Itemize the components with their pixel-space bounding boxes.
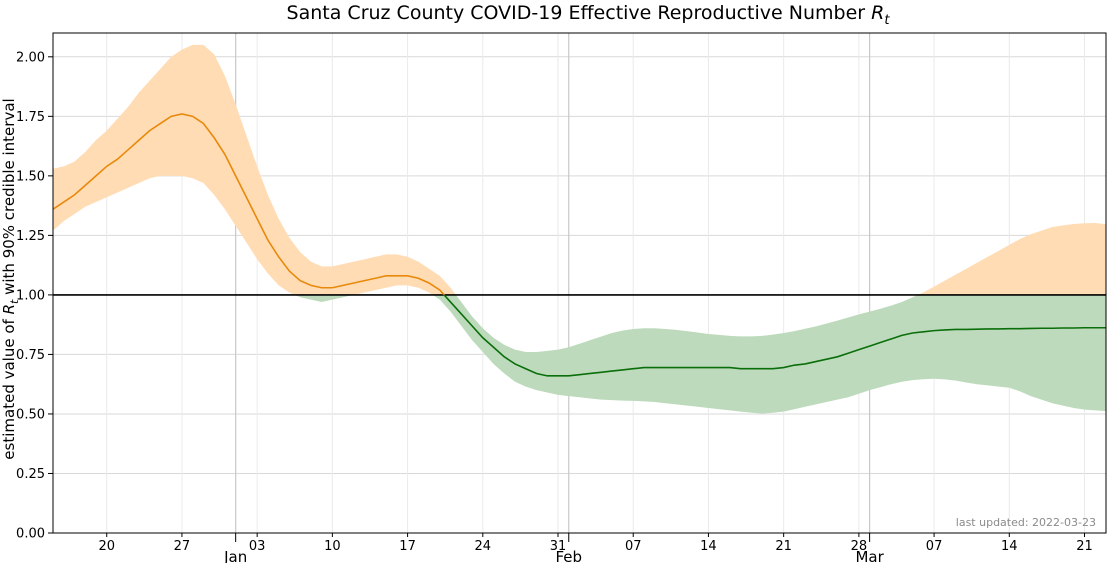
median-line-above-1 bbox=[53, 113, 446, 295]
x-tick-label: 07 bbox=[625, 539, 642, 554]
chart-title-symbol: R bbox=[871, 2, 884, 24]
interval-band-below-1 bbox=[294, 294, 1106, 414]
credible-interval-bands bbox=[53, 44, 1106, 414]
last-updated-note: last updated: 2022-03-23 bbox=[956, 516, 1096, 529]
x-tick-label: 24 bbox=[475, 539, 492, 554]
y-axis-ticks: 0.00 0.25 0.50 0.75 1.00 1.25 1.50 1.75 2.00 bbox=[16, 50, 53, 542]
y-tick-label: 2.00 bbox=[16, 50, 45, 65]
y-tick-label: 1.25 bbox=[16, 229, 45, 244]
month-label: Jan bbox=[223, 548, 247, 563]
y-tick-label: 1.50 bbox=[16, 169, 45, 184]
y-tick-label: 0.50 bbox=[16, 407, 45, 422]
x-tick-label: 21 bbox=[775, 539, 792, 554]
y-tick-label: 1.00 bbox=[16, 288, 45, 303]
y-tick-label: 1.75 bbox=[16, 110, 45, 125]
y-tick-label: 0.75 bbox=[16, 348, 45, 363]
median-line-below-1 bbox=[443, 294, 1106, 377]
x-tick-label: 14 bbox=[1001, 539, 1018, 554]
y-axis-title-prefix: estimated value of bbox=[0, 314, 18, 459]
median-line-layer bbox=[53, 113, 1106, 377]
y-tick-label: 0.25 bbox=[16, 467, 45, 482]
x-tick-label: 14 bbox=[700, 539, 717, 554]
month-label: Feb bbox=[555, 548, 582, 563]
x-tick-label: 03 bbox=[249, 539, 266, 554]
x-tick-label: 31 bbox=[550, 539, 567, 554]
x-tick-label: 27 bbox=[174, 539, 191, 554]
chart-title-text: Santa Cruz County COVID-19 Effective Rep… bbox=[287, 2, 872, 24]
x-axis-ticks: 20 27 03 10 17 24 31 07 14 21 28 07 14 21 Jan Feb Mar bbox=[98, 533, 1093, 563]
x-tick-label: 21 bbox=[1076, 539, 1093, 554]
plot-frame bbox=[52, 32, 1107, 534]
chart-title-subscript: t bbox=[884, 13, 890, 28]
interval-band-above-1 bbox=[53, 44, 1106, 295]
x-tick-label: 20 bbox=[98, 539, 115, 554]
y-axis-title-subscript: t bbox=[8, 299, 21, 304]
y-axis-title-symbol: R bbox=[0, 304, 18, 314]
y-axis-title: estimated value of Rt with 90% credible … bbox=[0, 98, 21, 459]
x-tick-label: 07 bbox=[926, 539, 943, 554]
x-tick-label: 28 bbox=[851, 539, 868, 554]
y-axis-title-suffix: with 90% credible interval bbox=[0, 98, 18, 299]
plot-border bbox=[52, 32, 1107, 534]
x-tick-label: 10 bbox=[324, 539, 341, 554]
x-tick-label: 17 bbox=[399, 539, 416, 554]
chart-title: Santa Cruz County COVID-19 Effective Rep… bbox=[287, 2, 891, 28]
y-tick-label: 0.00 bbox=[16, 527, 45, 542]
month-label: Mar bbox=[855, 548, 884, 563]
